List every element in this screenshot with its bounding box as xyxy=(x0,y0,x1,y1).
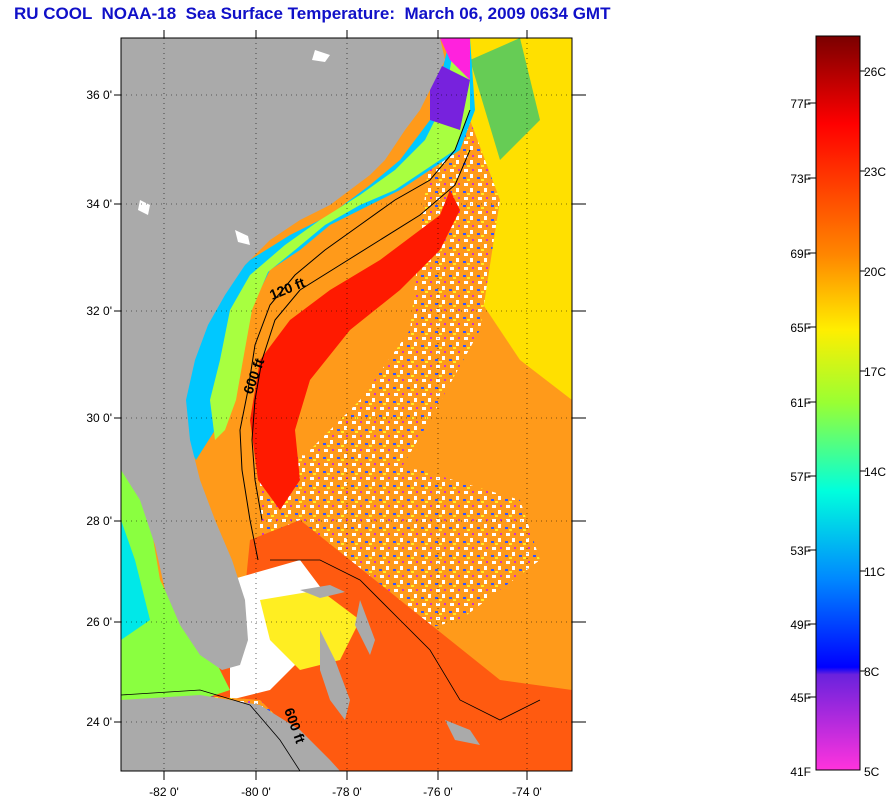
isobath-600ft xyxy=(251,149,471,521)
bahamas-contour xyxy=(270,559,541,721)
cold-magenta-patch xyxy=(440,38,470,80)
lat-label-32: 32 0' xyxy=(86,304,112,318)
map-ticks xyxy=(114,30,586,780)
colorbar-c-23: 23C xyxy=(864,165,886,179)
map-title: RU COOL NOAA-18 Sea Surface Temperature:… xyxy=(14,4,611,23)
colorbar-c-11: 11C xyxy=(864,565,885,579)
lon-label-80: -80 0' xyxy=(241,785,271,799)
lon-label-74: -74 0' xyxy=(512,785,542,799)
abaco-island xyxy=(355,600,375,655)
colorbar-c-26: 26C xyxy=(864,65,886,79)
lake xyxy=(312,50,330,62)
isobath-120ft xyxy=(239,109,471,561)
andros-island xyxy=(320,630,350,720)
graticule xyxy=(121,38,572,771)
colorbar-f-41: 41F xyxy=(790,765,811,779)
colorbar-f-61: 61F xyxy=(790,396,811,410)
straits-contour xyxy=(121,689,301,771)
lat-label-30: 30 0' xyxy=(86,411,112,425)
colorbar-c-8: 8C xyxy=(864,665,880,679)
colorbar-c-20: 20C xyxy=(864,265,886,279)
offshore-green-patch xyxy=(470,38,540,160)
colorbar-f-65: 65F xyxy=(790,321,811,335)
lat-label-36: 36 0' xyxy=(86,88,112,102)
cuba xyxy=(121,695,340,771)
colorbar-f-57: 57F xyxy=(790,470,811,484)
gulf-cyan-water xyxy=(121,520,150,640)
colorbar-f-77: 77F xyxy=(790,97,811,111)
lat-label-24: 24 0' xyxy=(86,715,112,729)
colorbar-c-14: 14C xyxy=(864,465,886,479)
lake xyxy=(235,230,250,245)
colorbar-c-5: 5C xyxy=(864,765,880,779)
small-island xyxy=(445,720,480,745)
lat-label-26: 26 0' xyxy=(86,615,112,629)
colorbar-f-69: 69F xyxy=(790,247,811,261)
lon-label-76: -76 0' xyxy=(423,785,453,799)
colorbar-scale xyxy=(815,35,861,771)
colorbar-ticks xyxy=(808,70,866,698)
gulf-stream xyxy=(250,190,460,510)
lat-label-28: 28 0' xyxy=(86,514,112,528)
lon-label-82: -82 0' xyxy=(149,785,179,799)
colorbar-f-53: 53F xyxy=(790,544,811,558)
grand-bahama xyxy=(300,585,345,598)
lat-label-34: 34 0' xyxy=(86,197,112,211)
colorbar-f-45: 45F xyxy=(790,691,811,705)
shelf-green-band xyxy=(210,38,470,440)
us-mainland xyxy=(121,38,445,670)
sst-map: 120 ft 600 ft 600 ft xyxy=(121,38,572,771)
colorbar-c-17: 17C xyxy=(864,365,886,379)
lon-label-78: -78 0' xyxy=(332,785,362,799)
colorbar-f-73: 73F xyxy=(790,172,811,186)
colorbar-f-49: 49F xyxy=(790,618,811,632)
cold-purple-patch xyxy=(430,60,470,130)
colorbar: 77F 73F 69F 65F 61F 57F 53F 49F 45F 41F … xyxy=(790,35,886,779)
bahamas-bank-yellow xyxy=(260,590,360,670)
